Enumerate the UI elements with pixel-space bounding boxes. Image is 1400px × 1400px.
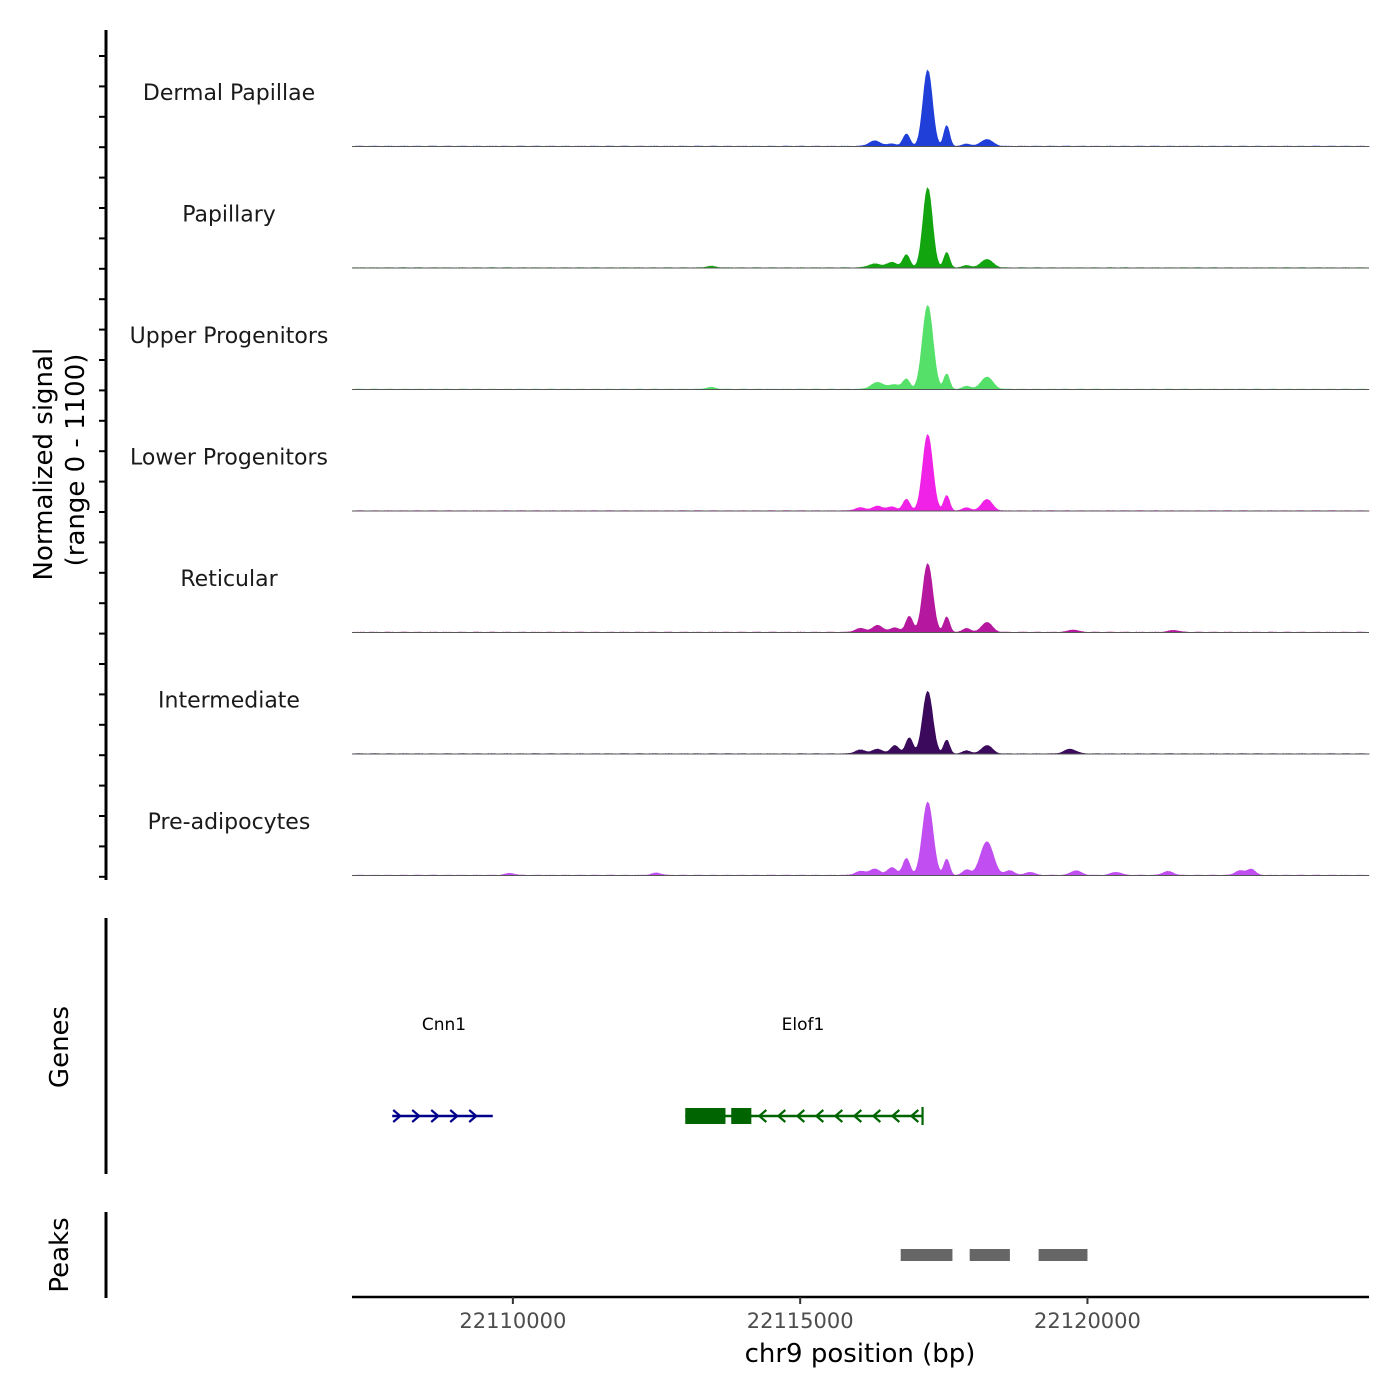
- gene-annotations: Cnn1 Elof1: [392, 1015, 924, 1125]
- x-tick-label: 22120000: [1034, 1309, 1141, 1333]
- track-pre-adipocytes: Pre-adipocytes: [148, 801, 1370, 876]
- strand-arrow: [814, 1109, 825, 1123]
- coverage-area: [351, 304, 1370, 390]
- y-axis-title-line1: Normalized signal: [29, 348, 59, 581]
- coverage-area: [351, 187, 1369, 269]
- x-tick-label: 22110000: [459, 1309, 566, 1333]
- strand-arrow: [468, 1109, 478, 1123]
- strand-arrow: [871, 1109, 882, 1123]
- track-label: Intermediate: [158, 689, 300, 714]
- signal-y-axis: [99, 30, 108, 880]
- peak-region: [1038, 1249, 1088, 1261]
- coverage-tracks: Dermal Papillae Papillary Upper Progenitor…: [130, 69, 1370, 876]
- peaks-panel-title: Peaks: [45, 1217, 75, 1292]
- track-label: Lower Progenitors: [130, 446, 328, 471]
- gene-cnn1: Cnn1: [392, 1015, 493, 1123]
- track-upper-progenitors: Upper Progenitors: [130, 304, 1370, 390]
- strand-arrow: [411, 1109, 421, 1123]
- x-axis-title: chr9 position (bp): [745, 1339, 976, 1369]
- coverage-area: [351, 563, 1369, 633]
- track-papillary: Papillary: [182, 187, 1369, 269]
- track-lower-progenitors: Lower Progenitors: [130, 434, 1370, 512]
- gene-label: Cnn1: [422, 1015, 466, 1035]
- strand-arrow: [833, 1109, 844, 1123]
- strand-arrow: [909, 1109, 920, 1123]
- strand-arrow: [890, 1109, 901, 1123]
- track-reticular: Reticular: [180, 563, 1369, 633]
- strand-arrow: [852, 1109, 863, 1123]
- coverage-area: [351, 434, 1370, 512]
- gene-exon: [685, 1108, 726, 1124]
- coverage-area: [351, 801, 1370, 876]
- strand-arrow: [449, 1109, 459, 1123]
- y-axis-title-line2: (range 0 - 1100): [61, 354, 91, 567]
- coverage-area: [351, 690, 1370, 755]
- genes-panel-title: Genes: [45, 1006, 75, 1088]
- strand-arrow: [795, 1109, 806, 1123]
- gene-elof1: Elof1: [685, 1015, 924, 1125]
- peak-region: [900, 1249, 953, 1261]
- y-axis-title: Normalized signal (range 0 - 1100): [29, 340, 91, 581]
- strand-arrow: [430, 1109, 440, 1123]
- strand-arrow: [757, 1109, 768, 1123]
- strand-arrow: [392, 1109, 402, 1123]
- peak-regions: [900, 1249, 1088, 1261]
- gene-label: Elof1: [782, 1015, 825, 1035]
- peak-region: [969, 1249, 1010, 1261]
- coverage-area: [351, 69, 1370, 147]
- track-label: Upper Progenitors: [130, 324, 329, 349]
- track-label: Reticular: [180, 567, 278, 592]
- x-tick-label: 22115000: [747, 1309, 854, 1333]
- track-label: Pre-adipocytes: [148, 810, 311, 835]
- strand-arrow: [776, 1109, 787, 1123]
- track-label: Dermal Papillae: [143, 81, 315, 106]
- track-dermal-papillae: Dermal Papillae: [143, 69, 1370, 147]
- gene-exon: [731, 1108, 752, 1124]
- track-label: Papillary: [182, 203, 276, 228]
- x-axis-ticks: 22110000 22115000 22120000: [459, 1297, 1141, 1333]
- track-intermediate: Intermediate: [158, 689, 1370, 755]
